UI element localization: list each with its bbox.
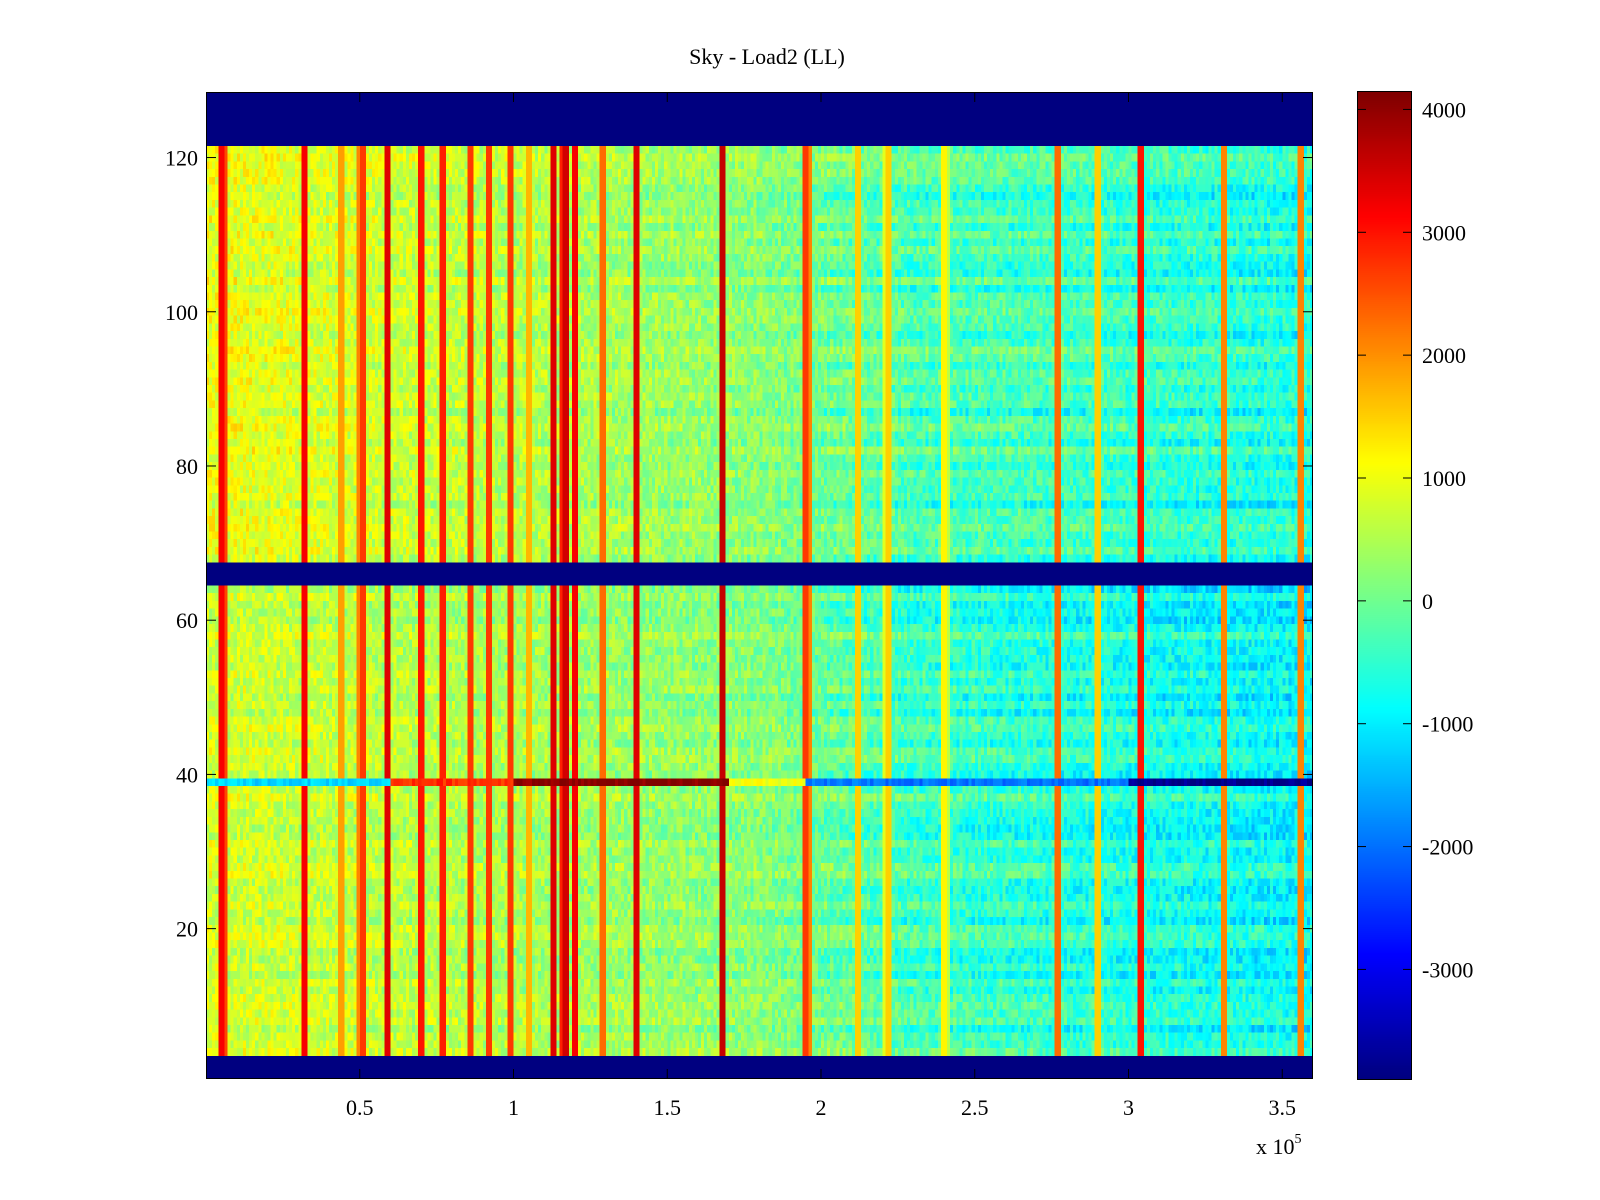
y-tick-label: 100 (165, 300, 198, 325)
chart-title: Sky - Load2 (LL) (689, 44, 845, 69)
x-tick-label: 3.5 (1269, 1095, 1297, 1120)
x-tick-label: 2.5 (961, 1095, 989, 1120)
y-tick-label: 20 (176, 917, 198, 942)
colorbar-tick-label: 1000 (1422, 466, 1466, 491)
colorbar-tick-label: 2000 (1422, 343, 1466, 368)
x-tick-label: 3 (1123, 1095, 1134, 1120)
colorbar-tick-label: 0 (1422, 589, 1433, 614)
colorbar-tick-label: -1000 (1422, 712, 1473, 737)
colorbar-tick-label: -2000 (1422, 835, 1473, 860)
y-tick-label: 120 (165, 146, 198, 171)
heatmap-image (206, 92, 1313, 1079)
x-tick-label: 0.5 (346, 1095, 374, 1120)
y-tick-label: 80 (176, 454, 198, 479)
y-tick-label: 40 (176, 762, 198, 787)
plot-area (206, 92, 1313, 1079)
colorbar-tick-label: -3000 (1422, 957, 1473, 982)
colorbar-tick-label: 3000 (1422, 220, 1466, 245)
colorbar-tick-label: 4000 (1422, 97, 1466, 122)
y-tick-label: 60 (176, 608, 198, 633)
x-multiplier-base: x 10 (1256, 1134, 1295, 1159)
x-multiplier-exponent: 5 (1294, 1131, 1302, 1147)
x-axis-multiplier: x 105 (1256, 1131, 1302, 1160)
x-tick-label: 2 (816, 1095, 827, 1120)
colorbar-gradient (1357, 91, 1412, 1080)
colorbar (1357, 91, 1412, 1080)
x-tick-label: 1.5 (654, 1095, 682, 1120)
x-tick-label: 1 (508, 1095, 519, 1120)
